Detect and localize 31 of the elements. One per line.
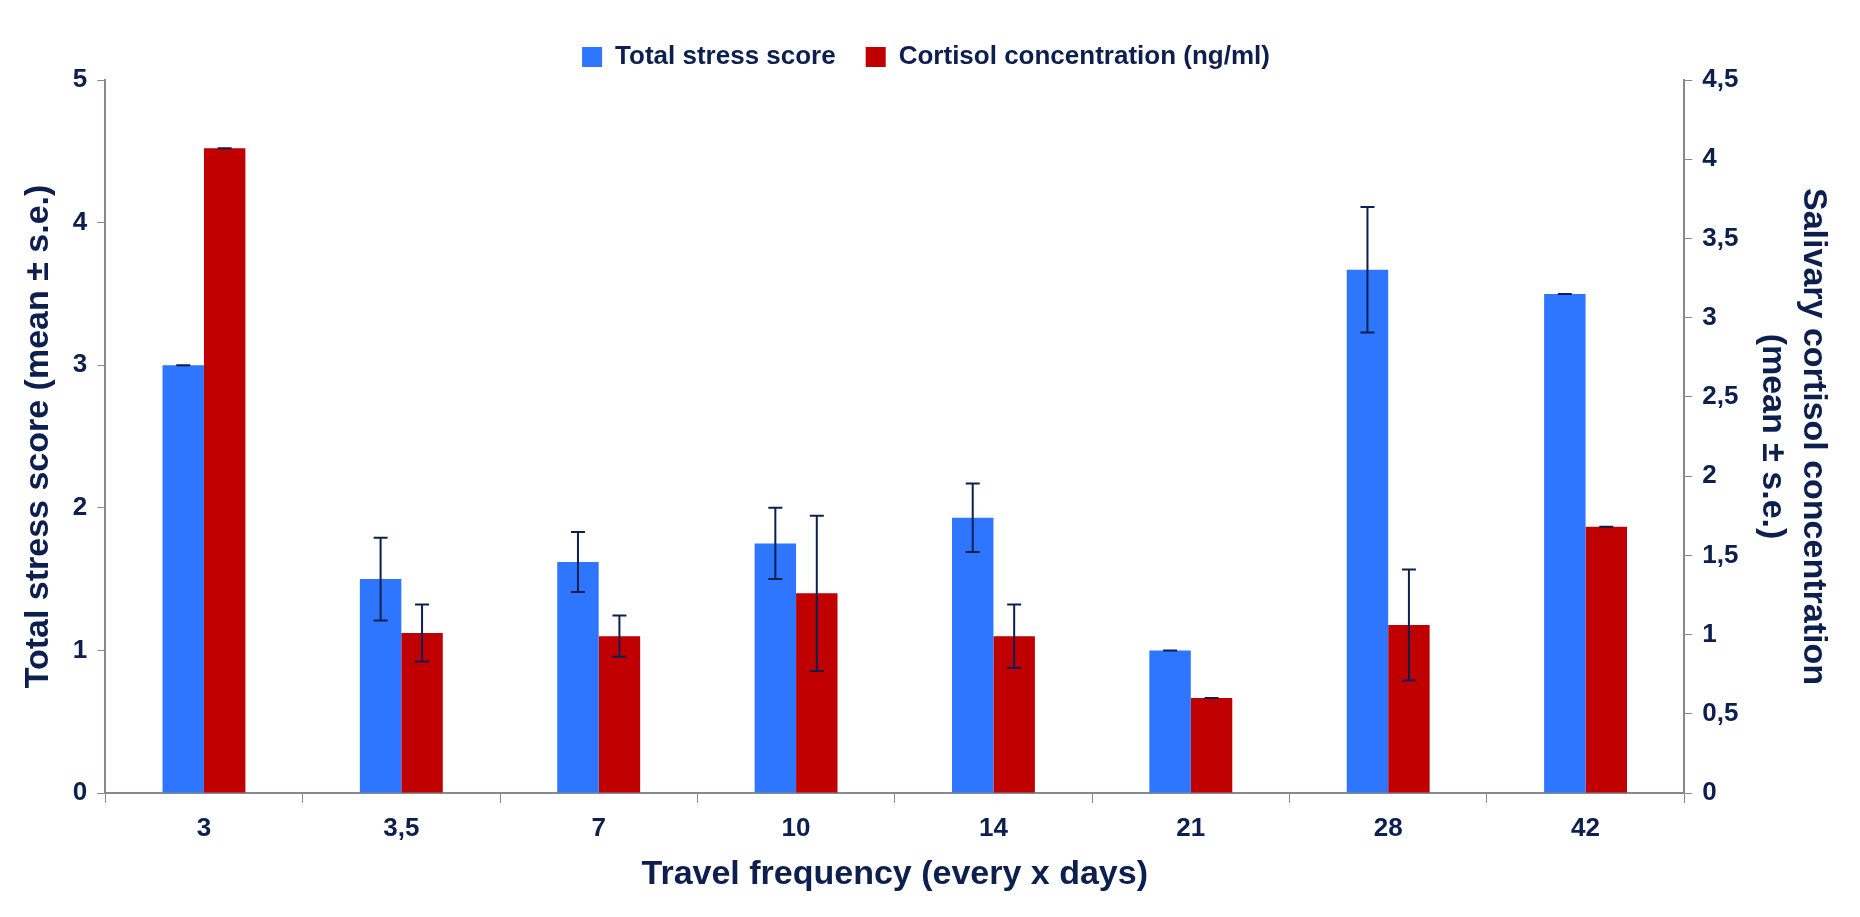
x-tick-label: 3,5 [383,811,420,842]
bar [1346,269,1389,793]
y-tick-label: 0 [72,776,88,807]
y2-tick-label: 3 [1702,300,1717,331]
y2-tick-label: 0 [1702,776,1717,807]
x-tick-label: 7 [591,811,606,842]
y-tick-label: 3 [72,348,88,379]
y2-tick-label: 3,5 [1702,221,1739,252]
x-axis-title: Travel frequency (every x days) [641,852,1149,891]
legend-label: Cortisol concentration (ng/ml) [898,40,1270,71]
y2-tick-label: 2 [1702,459,1717,490]
y-tick-label: 1 [72,633,88,664]
bar [1388,625,1430,793]
y2-tick-label: 1,5 [1702,538,1739,569]
y2-axis-title: Salivary cortisol concentration (mean ± s.e.) [1756,188,1836,685]
y2-tick-label: 4 [1702,142,1718,173]
y2-tick-label: 0,5 [1702,696,1739,727]
y-axis-title: Total stress score (mean ± s.e.) [16,184,55,689]
legend-label: Total stress score [615,40,836,71]
x-tick-label: 10 [781,811,811,842]
x-tick-label: 21 [1176,811,1206,842]
y-tick-label: 4 [72,205,88,236]
y2-tick-label: 4,5 [1702,63,1739,94]
x-tick-label: 3 [196,811,212,842]
y-tick-label: 2 [72,490,88,521]
x-tick-label: 42 [1571,811,1601,842]
y2-tick-label: 1 [1702,617,1717,648]
x-tick-label: 14 [978,811,1009,842]
y2-tick-label: 2,5 [1702,380,1739,411]
y-tick-label: 5 [72,63,88,94]
x-tick-label: 28 [1373,811,1403,842]
